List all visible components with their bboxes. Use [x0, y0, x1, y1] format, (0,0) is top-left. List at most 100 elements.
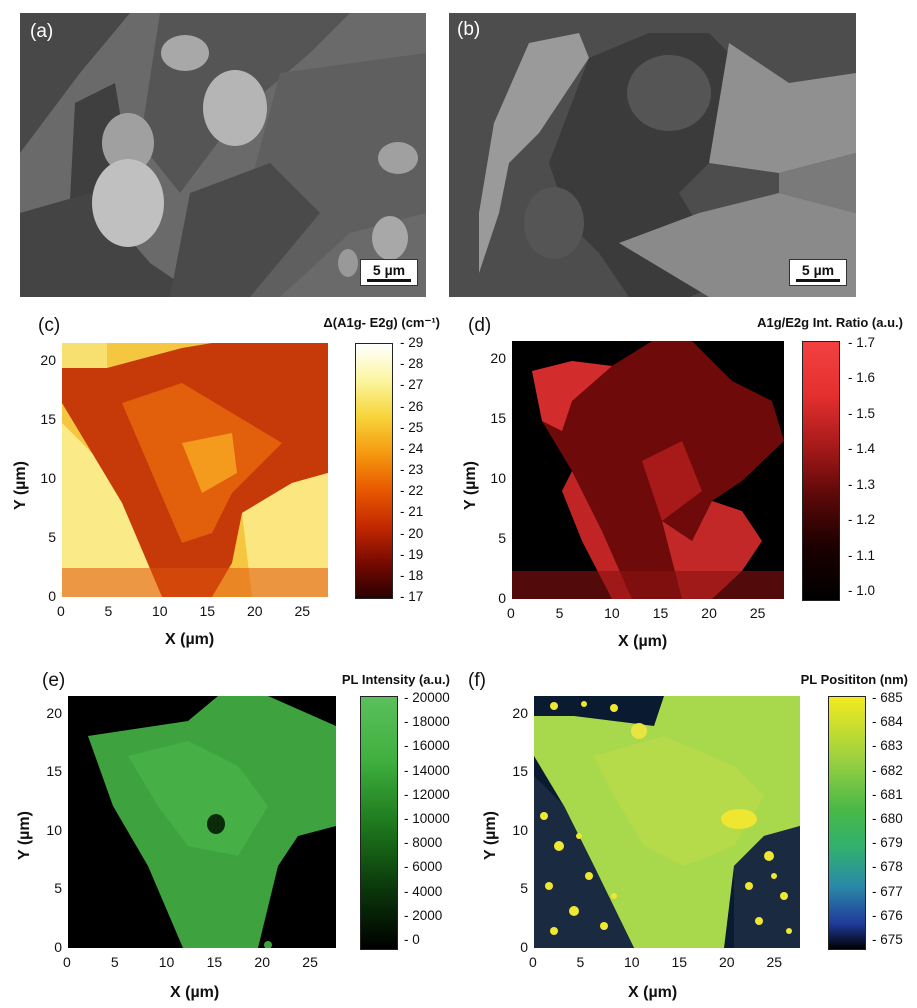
y-tick-label: 5 — [498, 530, 506, 546]
flake — [161, 35, 209, 71]
panel-label-c: (c) — [38, 315, 61, 336]
colorbar-tick-label: - 12000 — [404, 786, 450, 802]
y-axis-label-d: Y (µm) — [462, 461, 479, 510]
colorbar-tick-label: - 679 — [872, 835, 903, 851]
x-tick-label: 0 — [507, 605, 515, 621]
x-tick-label: 15 — [206, 954, 223, 970]
panel-label-b: (b) — [457, 19, 481, 40]
colorbar-tick-label: - 6000 — [404, 859, 443, 875]
colorbar-tick-label: - 27 — [400, 377, 424, 393]
x-ticks-e: 0 5 10 15 20 25 — [63, 954, 336, 972]
colorbar-tick-label: - 681 — [872, 786, 903, 802]
x-tick-label: 15 — [199, 603, 216, 619]
flake — [378, 142, 418, 174]
y-tick-label: 5 — [54, 880, 62, 897]
colorbar-tick-label: - 1.7 — [848, 335, 876, 350]
x-tick-label: 10 — [624, 954, 640, 970]
x-tick-label: 20 — [254, 954, 270, 970]
y-tick-label: 20 — [46, 704, 62, 721]
colorbar-title-e: PL Intensity (a.u.) — [341, 672, 450, 687]
x-tick-label: 10 — [604, 605, 620, 621]
y-tick-label: 10 — [46, 821, 62, 838]
colorbar-title-d: A1g/E2g Int. Ratio (a.u.) — [757, 315, 903, 330]
colorbar-tick-label: - 29 — [400, 335, 424, 350]
speckles — [540, 701, 792, 935]
scale-bar-b: 5 µm — [789, 259, 847, 286]
y-tick-label: 10 — [512, 821, 528, 838]
y-ticks-f: 20 15 10 5 0 — [502, 696, 530, 955]
y-tick-label: 15 — [46, 763, 62, 780]
y-tick-label: 0 — [520, 939, 528, 955]
y-tick-label: 15 — [512, 763, 528, 780]
colorbar-ticks-d: - 1.7 - 1.6 - 1.5 - 1.4 - 1.3 - 1.2 - 1.1 - 1.0 — [848, 335, 888, 599]
panel-label-a: (a) — [30, 21, 54, 42]
y-ticks-c: 20 15 10 5 0 — [30, 343, 58, 604]
colorbar-tick-label: - 18000 — [404, 714, 450, 730]
colorbar-tick-label: - 683 — [872, 738, 903, 754]
x-tick-label: 10 — [158, 954, 175, 970]
colorbar-tick-label: - 17 — [400, 589, 424, 604]
panel-label-e: (e) — [42, 670, 66, 691]
panel-d: (d) A1g/E2g Int. Ratio (a.u.) - 1.7 - 1.6… — [458, 305, 917, 655]
scale-bar-b-line — [796, 279, 840, 282]
colorbar-tick-label: - 1.6 — [848, 370, 876, 386]
sem-b-graphic — [449, 13, 856, 297]
y-ticks-e: 20 15 10 5 0 — [36, 696, 64, 955]
colorbar-d — [802, 341, 840, 601]
x-tick-label: 25 — [749, 605, 766, 621]
map-f — [534, 696, 800, 948]
y-tick-label: 15 — [490, 410, 506, 426]
colorbar-tick-label: - 678 — [872, 859, 903, 875]
colorbar-tick-label: - 8000 — [404, 835, 443, 851]
colorbar-tick-label: - 24 — [400, 440, 424, 456]
x-tick-label: 25 — [302, 954, 318, 970]
flake — [627, 55, 711, 131]
y-axis-label-f: Y (µm) — [482, 811, 499, 860]
colorbar-tick-label: - 1.4 — [848, 441, 876, 457]
y-ticks-d: 20 15 10 5 0 — [480, 341, 508, 606]
x-tick-label: 10 — [152, 603, 168, 619]
x-tick-label: 0 — [57, 603, 65, 619]
colorbar-tick-label: - 4000 — [404, 883, 443, 899]
y-tick-label: 10 — [40, 469, 56, 486]
flake — [92, 159, 164, 247]
colorbar-title-c: Δ(A1g- E2g) (cm⁻¹) — [323, 315, 440, 330]
x-ticks-f: 0 5 10 15 20 25 — [529, 954, 800, 972]
x-ticks-c: 0 5 10 15 20 25 — [57, 603, 328, 621]
colorbar-tick-label: - 20 — [400, 525, 424, 541]
colorbar-tick-label: - 684 — [872, 714, 903, 730]
colorbar-tick-label: - 680 — [872, 811, 903, 826]
x-ticks-d: 0 5 10 15 20 25 — [507, 605, 784, 623]
x-tick-label: 15 — [652, 605, 669, 621]
map-d — [512, 341, 784, 599]
colorbar-tick-label: - 19 — [400, 546, 424, 562]
scale-bar-a: 5 µm — [360, 259, 418, 286]
colorbar-c — [355, 343, 393, 599]
map-d-graphic — [512, 341, 784, 599]
colorbar-ticks-c: - 29 - 28 - 27 - 26 - 25 - 24 - 23 - 22 - 21 - 20… — [400, 335, 440, 605]
x-tick-label: 5 — [110, 954, 119, 970]
x-axis-label-c: X (µm) — [165, 631, 215, 648]
colorbar-e — [360, 696, 398, 950]
x-axis-label-e: X (µm) — [170, 984, 220, 1001]
panel-c: (c) Δ(A1g- E2g) (cm⁻¹) - 29- 28- 27- 26-… — [0, 305, 458, 655]
flake — [102, 113, 154, 173]
y-tick-label: 20 — [40, 351, 56, 368]
map-c-graphic — [62, 343, 328, 597]
colorbar-tick-label: - 20000 — [404, 690, 450, 705]
dark-spot — [207, 814, 225, 834]
colorbar-tick-label: - 1.0 — [848, 583, 876, 598]
colorbar-tick-label: - 685 — [872, 690, 903, 705]
colorbar-tick-label: - 1.1 — [848, 547, 876, 563]
flake — [338, 249, 358, 277]
x-tick-label: 0 — [63, 954, 71, 970]
panel-f: (f) PL Posititon (nm) - 685- 684- 683- 6… — [458, 660, 917, 1008]
x-tick-label: 20 — [247, 603, 263, 619]
colorbar-tick-label: - 1.3 — [848, 476, 876, 492]
panel-e: (e) PL Intensity (a.u.) - 20000 - 18000 - … — [0, 660, 458, 1008]
x-tick-label: 0 — [529, 954, 537, 970]
map-e-graphic — [68, 696, 336, 949]
y-tick-label: 15 — [40, 410, 56, 427]
y-tick-label: 0 — [54, 939, 62, 955]
colorbar-tick-label: - 14000 — [404, 762, 450, 778]
